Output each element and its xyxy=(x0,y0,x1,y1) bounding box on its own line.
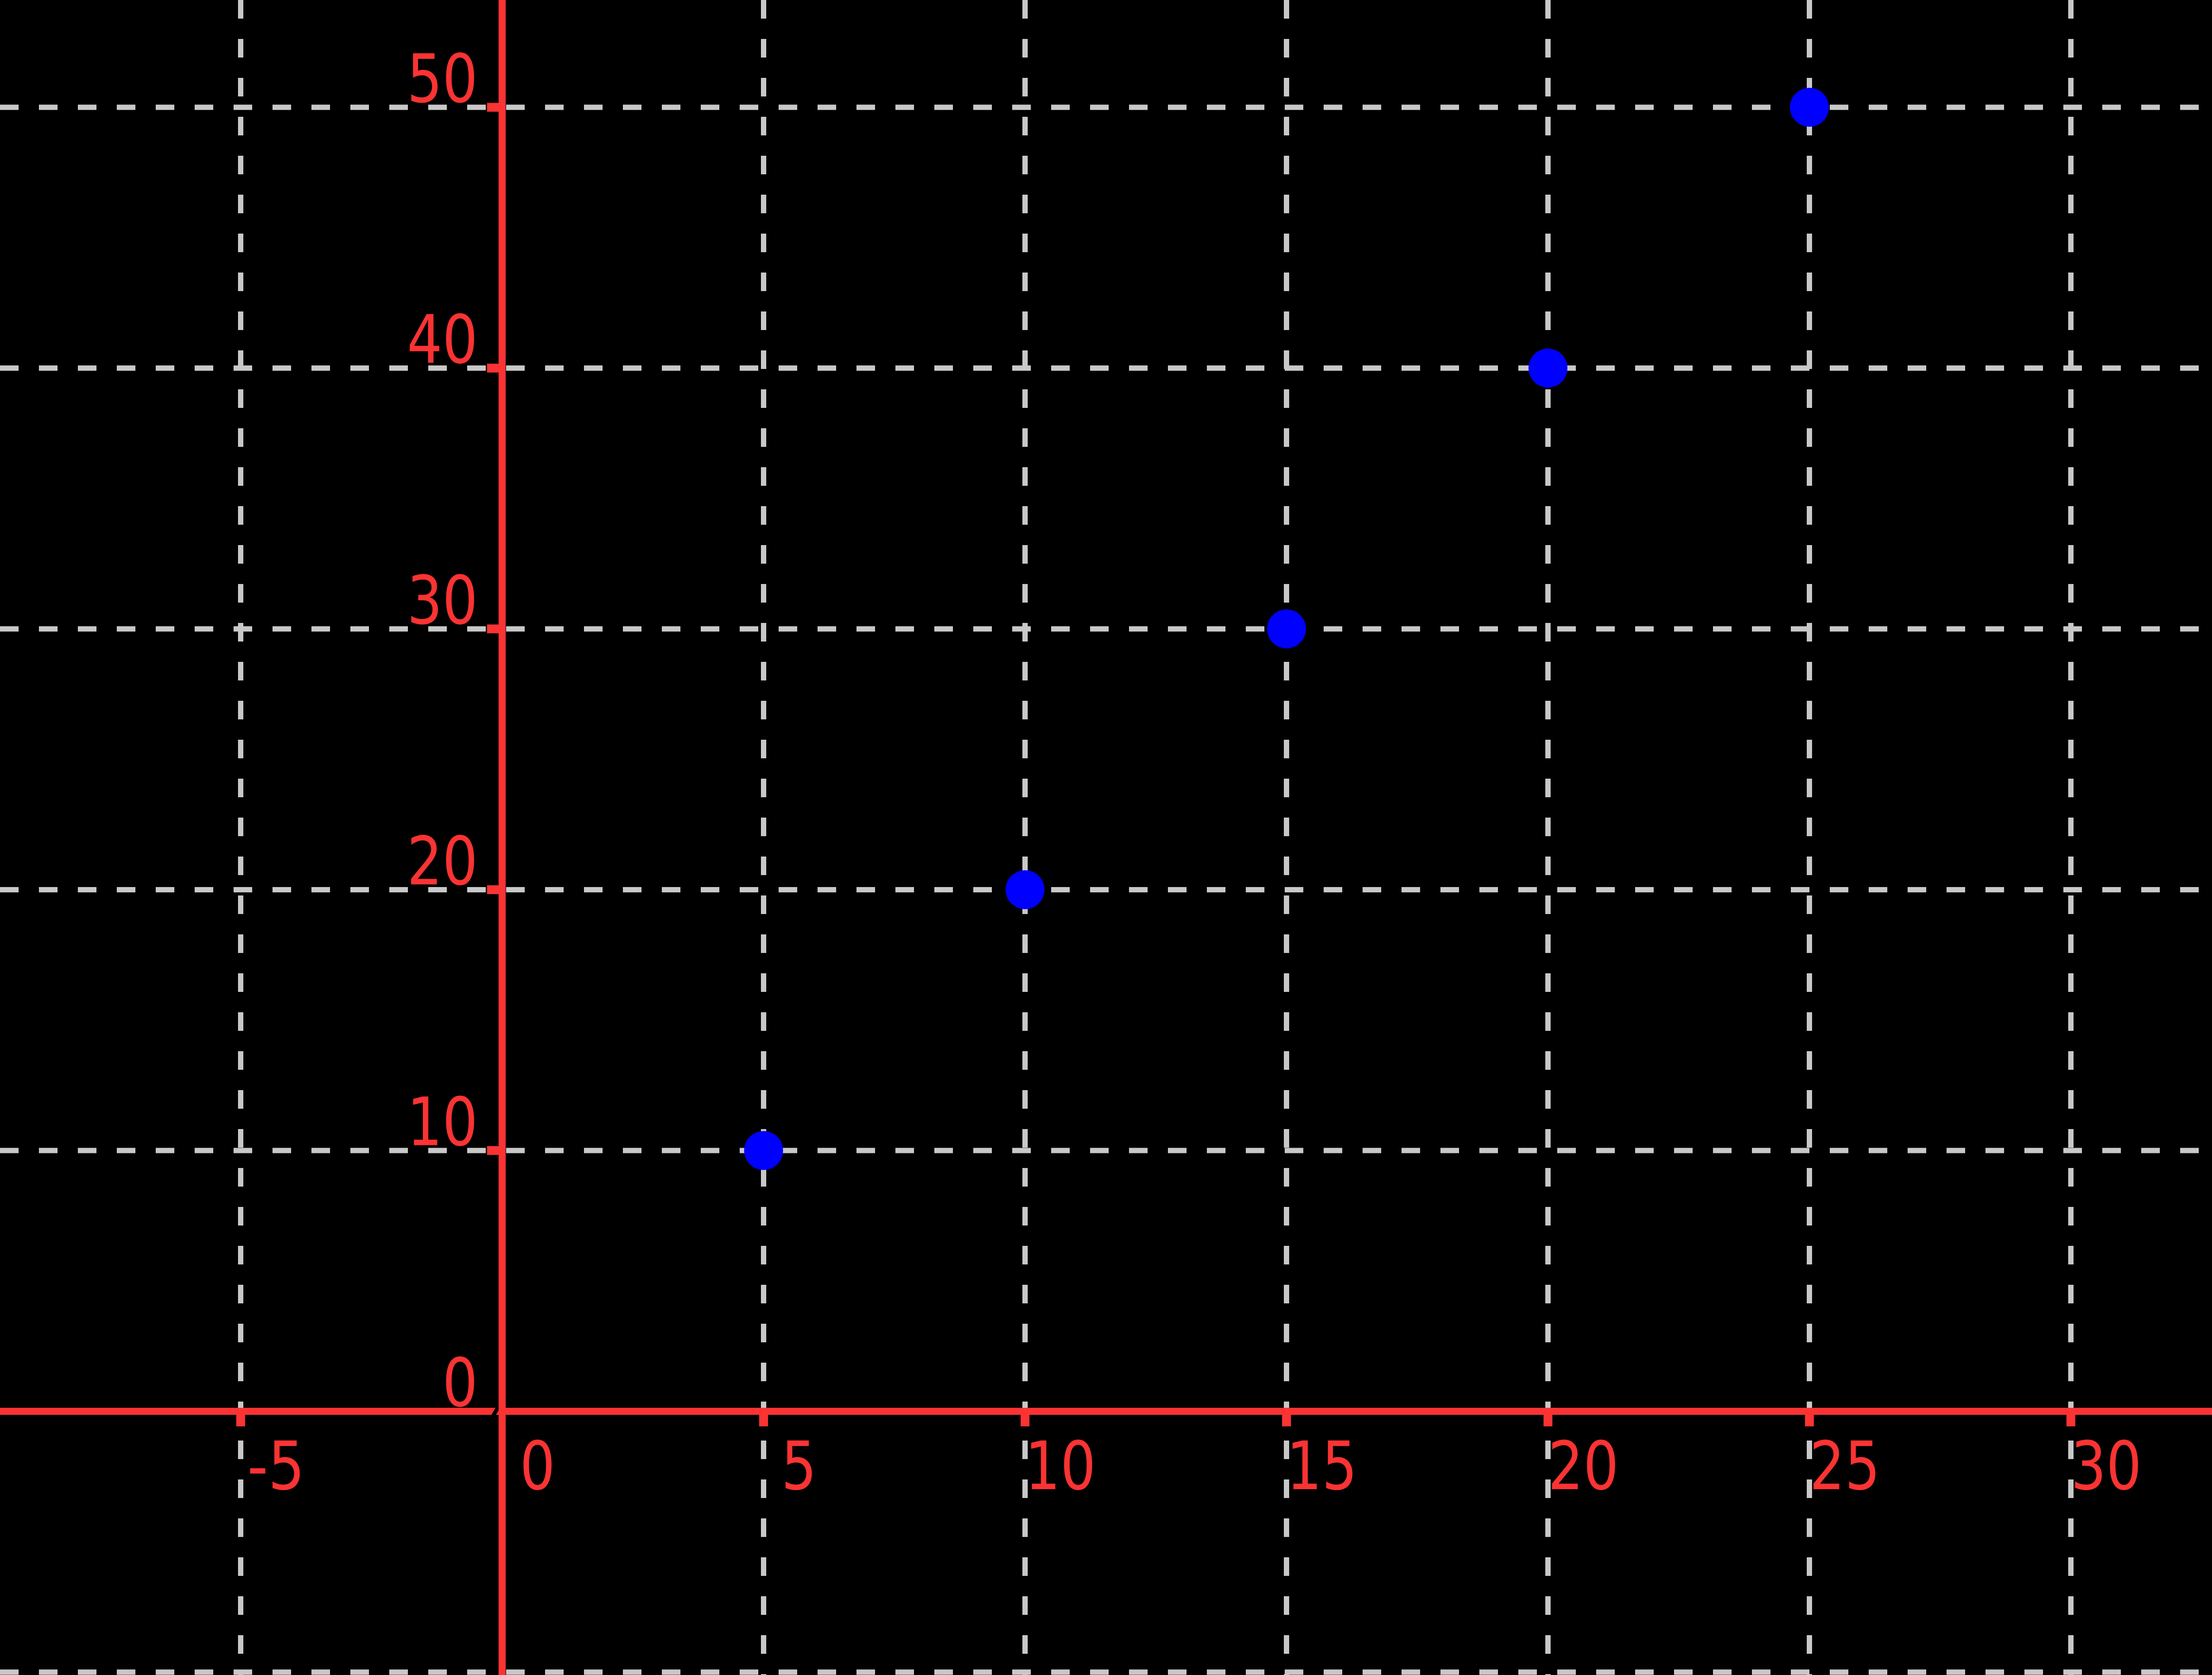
y-tick xyxy=(487,103,499,112)
y-tick-label: 20 xyxy=(407,822,478,900)
data-point xyxy=(744,1131,783,1170)
data-point xyxy=(1006,870,1045,909)
x-tick xyxy=(1544,1414,1552,1426)
y-tick xyxy=(487,624,499,634)
y-tick-label: 40 xyxy=(407,301,478,379)
x-tick-label: 0 xyxy=(520,1427,555,1505)
x-tick xyxy=(2066,1414,2075,1426)
x-tick xyxy=(236,1414,245,1426)
y-tick xyxy=(487,1146,499,1155)
x-tick xyxy=(1282,1414,1291,1426)
data-point xyxy=(1528,349,1567,388)
x-tick xyxy=(759,1414,768,1426)
x-tick-label: -5 xyxy=(247,1427,305,1505)
x-tick-label: 15 xyxy=(1286,1427,1357,1505)
y-tick-label: 10 xyxy=(407,1083,478,1161)
data-point xyxy=(1267,609,1306,649)
x-tick-label: 10 xyxy=(1025,1427,1096,1505)
y-tick xyxy=(487,885,499,894)
data-point xyxy=(1790,88,1829,127)
x-tick-label: 25 xyxy=(1809,1427,1880,1505)
x-tick-label: 5 xyxy=(781,1427,817,1505)
y-tick-label: 30 xyxy=(407,562,478,640)
x-tick xyxy=(1021,1414,1029,1426)
x-tick-label: 20 xyxy=(1548,1427,1619,1505)
x-tick xyxy=(1805,1414,1814,1426)
y-tick-label: 0 xyxy=(442,1344,478,1422)
y-tick-label: 50 xyxy=(407,40,478,118)
y-tick xyxy=(487,364,499,373)
x-tick-label: 30 xyxy=(2071,1427,2142,1505)
